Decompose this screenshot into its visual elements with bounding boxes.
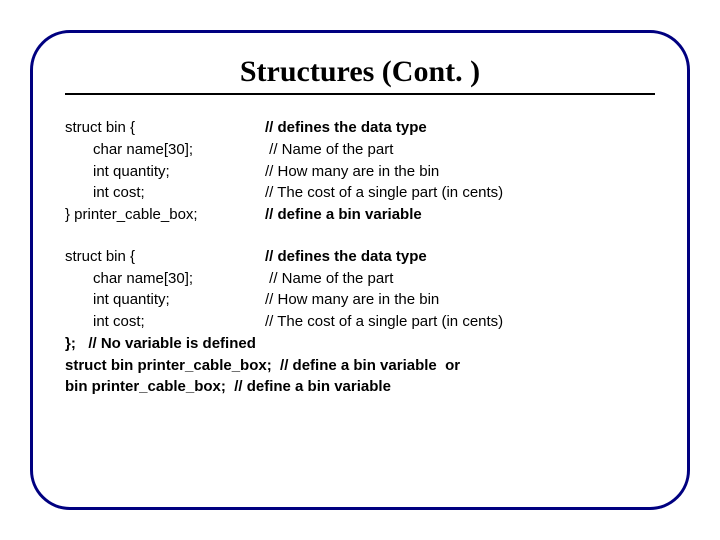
- code-line: char name[30]; // Name of the part: [65, 139, 655, 161]
- code-text: char name[30];: [65, 139, 265, 161]
- code-line: } printer_cable_box; // define a bin var…: [65, 204, 655, 226]
- code-text: char name[30];: [65, 268, 265, 290]
- code-text: struct bin {: [65, 117, 265, 139]
- code-line: char name[30]; // Name of the part: [65, 268, 655, 290]
- code-comment: // defines the data type: [265, 246, 655, 268]
- code-comment: // The cost of a single part (in cents): [265, 182, 655, 204]
- code-line: int cost; // The cost of a single part (…: [65, 311, 655, 333]
- code-text: struct bin {: [65, 246, 265, 268]
- code-comment: // How many are in the bin: [265, 161, 655, 183]
- code-text: int cost;: [65, 182, 265, 204]
- code-text: } printer_cable_box;: [65, 204, 265, 226]
- code-line: int quantity; // How many are in the bin: [65, 289, 655, 311]
- code-line: struct bin { // defines the data type: [65, 246, 655, 268]
- code-comment: // define a bin variable: [265, 204, 655, 226]
- code-block-2: struct bin { // defines the data type ch…: [65, 246, 655, 398]
- slide-content: Structures (Cont. ) struct bin { // defi…: [65, 55, 655, 418]
- code-text: int cost;: [65, 311, 265, 333]
- code-line: int quantity; // How many are in the bin: [65, 161, 655, 183]
- code-comment: // The cost of a single part (in cents): [265, 311, 655, 333]
- code-comment: // Name of the part: [265, 139, 655, 161]
- code-comment: // Name of the part: [265, 268, 655, 290]
- code-line: int cost; // The cost of a single part (…: [65, 182, 655, 204]
- code-comment: // defines the data type: [265, 117, 655, 139]
- code-line: }; // No variable is defined: [65, 333, 655, 355]
- code-line: bin printer_cable_box; // define a bin v…: [65, 376, 655, 398]
- code-comment: // How many are in the bin: [265, 289, 655, 311]
- code-text: int quantity;: [65, 289, 265, 311]
- code-line: struct bin { // defines the data type: [65, 117, 655, 139]
- code-text: int quantity;: [65, 161, 265, 183]
- code-line: struct bin printer_cable_box; // define …: [65, 355, 655, 377]
- code-block-1: struct bin { // defines the data type ch…: [65, 117, 655, 226]
- slide-title: Structures (Cont. ): [65, 55, 655, 95]
